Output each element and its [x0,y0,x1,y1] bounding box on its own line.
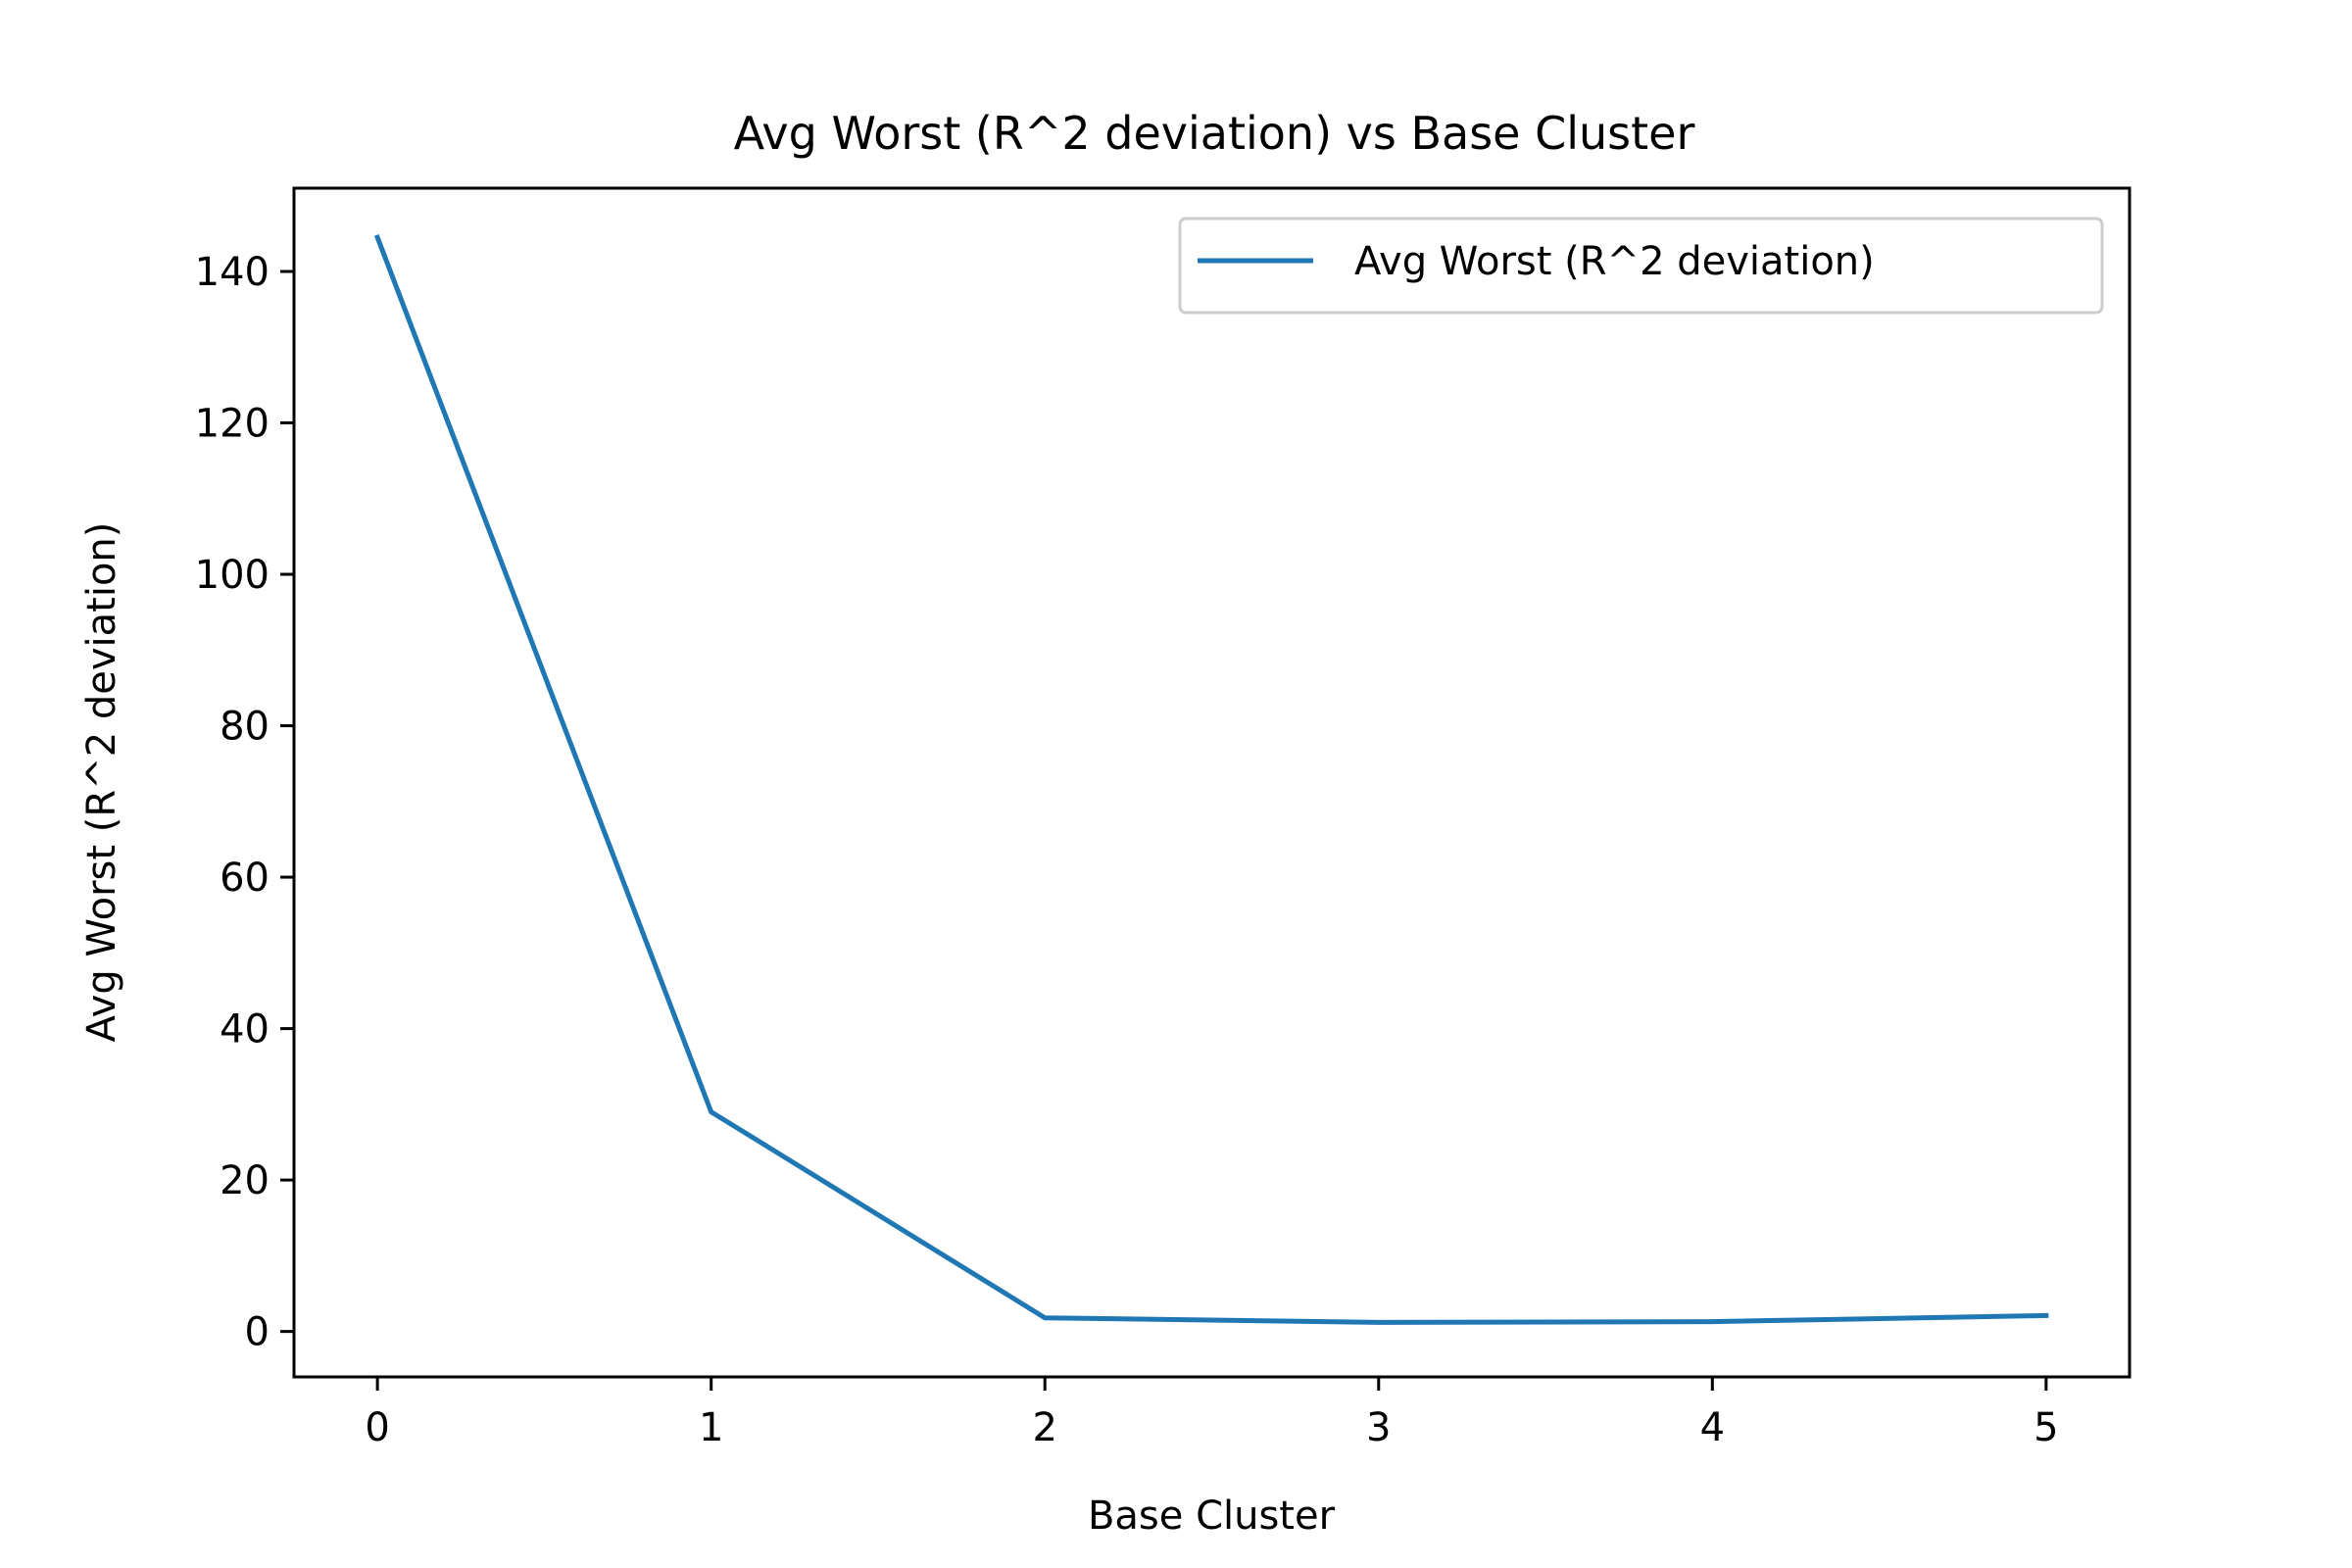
y-tick-label: 60 [220,856,270,901]
x-tick-label: 1 [699,1405,723,1450]
x-tick-label: 2 [1033,1405,1057,1450]
series-line-0 [373,233,2049,1325]
plot-frame [292,186,2132,1379]
x-tick-label: 5 [2034,1405,2058,1450]
x-tick-label: 3 [1366,1405,1391,1450]
y-tick-label: 0 [245,1310,270,1355]
x-tick-label: 4 [1700,1405,1725,1450]
legend: Avg Worst (R^2 deviation) [1178,217,2104,315]
y-axis-ticks: 0 20 40 60 80 100 120 140 [195,250,294,1355]
y-axis-label: Avg Worst (R^2 deviation) [79,522,124,1043]
y-tick-label: 100 [195,553,270,598]
legend-label: Avg Worst (R^2 deviation) [1354,239,1875,284]
y-tick-label: 80 [220,705,270,750]
y-tick-label: 140 [195,250,270,295]
x-axis-label: Base Cluster [1088,1494,1336,1539]
y-tick-label: 20 [220,1158,270,1203]
series-layer [373,233,2049,1325]
chart-title: Avg Worst (R^2 deviation) vs Base Cluste… [734,107,1695,160]
y-tick-label: 120 [195,402,270,447]
legend-box [1178,217,2104,315]
x-axis-ticks: 0 1 2 3 4 5 [365,1377,2059,1450]
y-tick-label: 40 [220,1007,270,1053]
x-tick-label: 0 [365,1405,389,1450]
